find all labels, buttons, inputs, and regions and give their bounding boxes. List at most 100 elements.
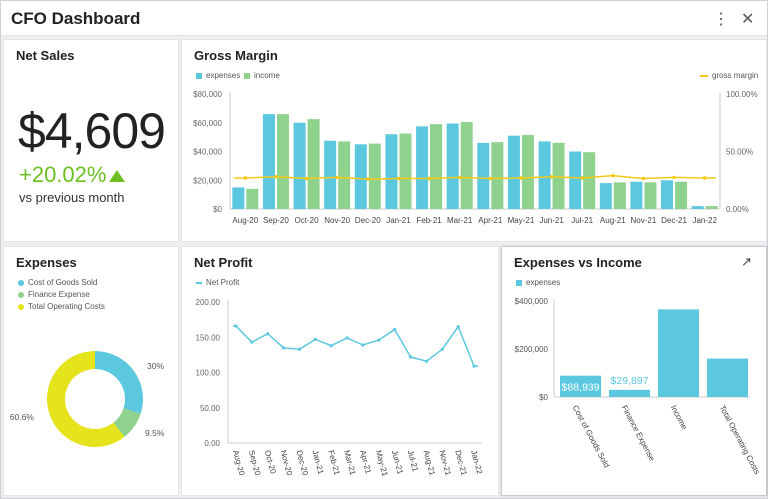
net-sales-value: $4,609: [18, 103, 166, 159]
x-tick-label: Jan-21: [386, 216, 411, 225]
gross-margin-panel[interactable]: Gross Margin expenses income gross margi…: [181, 39, 767, 242]
expenses-panel[interactable]: Expenses Cost of Goods Sold Finance Expe…: [3, 246, 179, 496]
x-tick-label: Aug-21: [422, 449, 438, 477]
x-tick-label: Mar-21: [342, 449, 357, 476]
legend-label: expenses: [526, 278, 561, 287]
y-tick-label: $40,000: [193, 148, 222, 157]
x-tick-label: Dec-20: [295, 449, 311, 477]
legend-label: Cost of Goods Sold: [28, 278, 98, 287]
net-profit-point: [281, 346, 286, 350]
y-tick-label: $0: [213, 205, 222, 214]
y2-tick-label: 0.00%: [726, 205, 749, 214]
y-tick-label: 50.00: [200, 404, 221, 413]
bar-income: [491, 142, 504, 209]
triangle-up-icon: [109, 170, 126, 182]
x-tick-label: Sep-20: [247, 449, 263, 477]
x-tick-label: Nov-20: [324, 216, 350, 225]
y-tick-label: $60,000: [193, 119, 222, 128]
net-profit-point: [377, 338, 381, 342]
bar-expenses: [446, 123, 459, 209]
y-tick-label: 200.00: [196, 298, 221, 307]
data-label: $88,939: [562, 382, 600, 394]
bar-income: [338, 141, 351, 209]
gross-margin-line: [234, 174, 716, 180]
x-tick-label: Apr-21: [358, 449, 373, 475]
gross-margin-point: [335, 175, 339, 180]
close-icon[interactable]: ✕: [741, 11, 755, 28]
gross-margin-point: [274, 175, 278, 179]
gross-margin-point: [611, 173, 615, 178]
y-tick-label: $200,000: [515, 345, 549, 354]
donut-slice: [47, 351, 125, 447]
bar-income: [368, 143, 381, 209]
net-profit-point: [472, 364, 476, 368]
net-profit-point: [329, 344, 333, 348]
bar-expenses: [569, 151, 582, 209]
y2-tick-label: 100.00%: [726, 90, 758, 99]
x-tick-label: Total Operating Costs: [718, 404, 762, 476]
bar-expenses: [324, 140, 337, 209]
bar-income: [675, 181, 688, 209]
panel-title: Net Sales: [16, 48, 75, 63]
bar-expenses: [707, 358, 748, 397]
data-label: $29,897: [611, 375, 649, 387]
bar-income: [276, 114, 289, 209]
net-profit-point: [456, 325, 460, 329]
x-tick-label: Apr-21: [478, 216, 503, 225]
legend-swatch: [18, 279, 24, 286]
panel-title: Net Profit: [194, 255, 253, 270]
y-tick-label: 150.00: [196, 333, 221, 342]
bar-income: [430, 124, 443, 209]
net-sales-panel[interactable]: Net Sales $4,609 +20.02% vs previous mon…: [3, 39, 179, 242]
bar-expenses: [262, 114, 275, 209]
legend-label: income: [254, 71, 280, 80]
net-profit-panel[interactable]: Net Profit Net Profit 0.00 50.00 100.00 150…: [181, 246, 499, 496]
y-tick-label: 0.00: [204, 439, 220, 448]
x-tick-label: Jul-21: [406, 449, 420, 473]
bar-income: [460, 122, 473, 209]
x-tick-label: Finance Expense: [620, 404, 657, 463]
expenses-vs-income-panel[interactable]: Expenses vs Income ↗ expenses $0 $200,000…: [501, 246, 767, 496]
net-profit-point: [408, 355, 413, 359]
legend-label: gross margin: [712, 71, 759, 80]
x-tick-label: May-21: [508, 216, 535, 225]
bar-expenses: [691, 206, 704, 209]
net-profit-point: [266, 332, 270, 336]
x-tick-label: Dec-20: [355, 216, 381, 225]
dashboard-title: CFO Dashboard: [11, 9, 141, 28]
x-tick-label: Jun-21: [390, 449, 405, 475]
gross-margin-point: [488, 176, 493, 181]
bar-expenses: [658, 309, 699, 397]
gross-margin-point: [641, 176, 646, 181]
x-tick-label: Feb-21: [416, 216, 442, 225]
bar-income: [521, 134, 534, 209]
expand-arrow-icon[interactable]: ↗: [741, 254, 752, 269]
net-profit-line: [233, 325, 478, 367]
slice-label: 30%: [147, 361, 164, 371]
x-tick-label: Nov-21: [631, 216, 657, 225]
net-profit-point: [424, 359, 429, 363]
y-tick-label: $0: [539, 393, 548, 402]
x-tick-label: Jul-21: [571, 216, 593, 225]
net-profit-point: [440, 347, 444, 351]
net-profit-point: [361, 343, 365, 347]
y-tick-label: $80,000: [193, 90, 222, 99]
x-tick-label: Jan-21: [310, 449, 325, 475]
x-tick-label: Aug-20: [231, 449, 247, 477]
bar-income: [644, 182, 657, 209]
bar-expenses: [232, 187, 245, 209]
change-value: +20.02%: [19, 162, 107, 187]
y-tick-label: $20,000: [193, 176, 222, 185]
more-vertical-icon[interactable]: ⋮: [713, 11, 729, 28]
y-tick-label: 100.00: [196, 369, 221, 378]
legend-swatch: [196, 72, 202, 79]
legend-net-profit: Net Profit: [196, 278, 239, 287]
x-tick-label: Mar-21: [447, 216, 473, 225]
gross-margin-point: [519, 176, 523, 180]
x-tick-label: Cost of Goods Sold: [571, 404, 612, 469]
gross-margin-point: [702, 176, 707, 180]
panel-title: Expenses vs Income: [514, 255, 642, 270]
legend-cogs: Cost of Goods Sold: [18, 278, 97, 287]
gross-margin-point: [549, 175, 554, 179]
panel-title: Gross Margin: [194, 48, 278, 63]
